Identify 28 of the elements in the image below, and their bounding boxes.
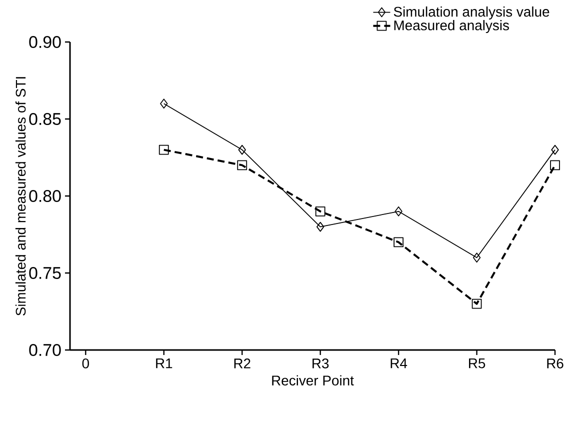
point [238,144,246,155]
legend-label: Measured analysis [394,20,509,34]
y-tick-label: 0.80 [29,190,61,202]
point [237,160,248,170]
point [394,206,402,216]
x-tick-label: R6 [547,358,564,368]
point [158,144,169,155]
point [472,298,482,309]
y-tick-label: 0.70 [29,344,61,356]
x-tick-label: R3 [312,358,329,368]
point [394,237,404,248]
point [551,144,559,155]
point [160,98,168,109]
x-tick-label: 0 [82,358,89,368]
point [315,206,326,216]
y-tick-label: 0.90 [29,36,61,48]
x-axis-title: Reciver Point [272,375,354,386]
point [472,252,481,263]
x-tick-label: R4 [390,358,408,368]
y-tick-label: 0.75 [29,267,61,279]
x-tick-label: R2 [234,358,250,368]
x-tick-label: R5 [469,358,486,368]
point [550,160,560,170]
y-axis-title: Simulated and measured values of STI [15,77,26,316]
x-tick-label: R1 [156,358,172,368]
point [316,222,324,232]
y-tick-label: 0.85 [29,113,61,125]
legend-label: Simulation analysis value [394,6,550,20]
